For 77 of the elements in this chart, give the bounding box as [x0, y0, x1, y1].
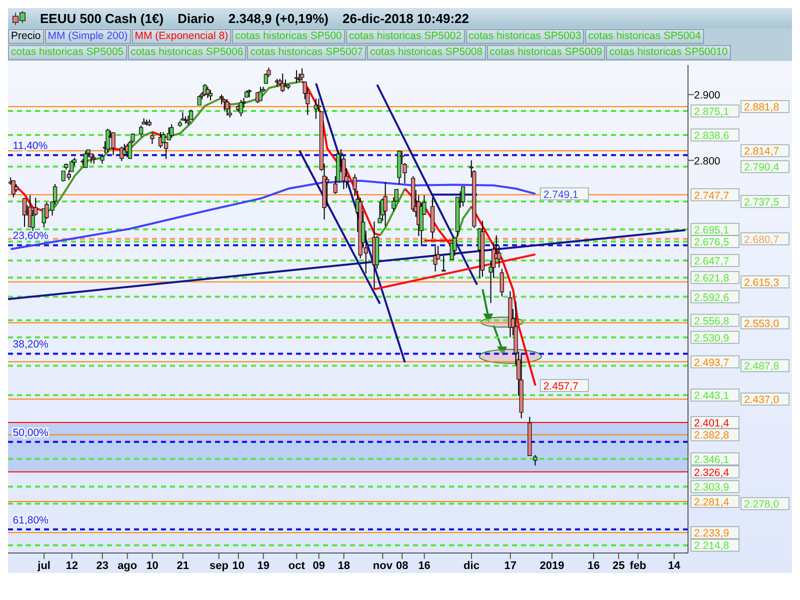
ref-line-label: 2.621,8 — [694, 272, 730, 285]
x-tick-label: 23 — [96, 560, 108, 572]
x-tick-label: jul — [36, 560, 51, 572]
ref-line-label: 2.881,8 — [744, 102, 780, 114]
text: cotas historicas SP5008 — [366, 45, 486, 60]
x-tick-label: 14 — [668, 560, 682, 572]
text: cotas historicas SP5009 — [486, 45, 606, 60]
text: 26-dic-2018 10:49:22 — [342, 10, 469, 26]
annotation: 38,20% — [12, 338, 48, 351]
ref-line-label: 2.326,4 — [694, 466, 730, 479]
x-tick-label: 10 — [146, 560, 158, 572]
ref-line-label: 2.814,7 — [744, 146, 780, 158]
data-label: 2.457,7 — [543, 380, 579, 392]
ref-line-label: 2.214,8 — [694, 540, 730, 552]
x-tick-label: dic — [464, 560, 480, 572]
annotation: 23,60% — [12, 230, 48, 242]
text: cotas historicas SP5005 — [8, 45, 127, 60]
ref-line-label: 2.737,5 — [744, 196, 780, 208]
x-tick-label: 10 — [232, 560, 244, 572]
legend-label: Precio — [8, 29, 44, 44]
ref-line-label: 2.592,6 — [694, 292, 730, 304]
x-tick-label: 09 — [312, 560, 325, 572]
text: MM (Simple 200) — [44, 29, 131, 44]
ref-line-label: 2.615,3 — [744, 276, 780, 289]
ref-line-label: 2.487,8 — [744, 360, 780, 373]
ref-line-label: 2.676,5 — [694, 236, 730, 249]
text: cotas historicas SP5004 — [585, 29, 704, 44]
text: cotas historicas SP50010 — [606, 45, 731, 60]
x-tick-label: feb — [630, 560, 647, 572]
x-tick-label: 17 — [504, 560, 516, 572]
x-tick-label: 21 — [176, 560, 189, 572]
annotation: 61,80% — [12, 514, 48, 526]
ref-line-label: 2.233,9 — [694, 528, 730, 540]
ref-line-label: 2.303,9 — [694, 482, 730, 494]
text: MM (Exponencial 8) — [132, 29, 232, 44]
ref-line-label: 2.838,6 — [694, 130, 730, 142]
x-tick-label: nov — [372, 560, 394, 572]
ref-line-label: 2.281,4 — [694, 496, 730, 508]
ref-line-label: 2.443,1 — [694, 390, 730, 402]
text: cotas historicas SP5006 — [128, 45, 246, 60]
x-tick-label: 16 — [588, 560, 600, 572]
ref-line-label: 2.553,0 — [744, 318, 780, 330]
x-tick-label: 19 — [257, 560, 270, 572]
x-tick-label: 25 — [612, 560, 625, 572]
ref-line-label: 2.437,0 — [744, 394, 780, 406]
text: 2.348,9 (+0,19%) — [228, 10, 329, 26]
ref-line-label: 2.680,7 — [744, 234, 780, 246]
text: cotas historicas SP500 — [232, 29, 345, 44]
ref-line-label: 2.401,4 — [694, 418, 730, 430]
ref-line-label: 2.346,1 — [694, 454, 730, 466]
text: cotas historicas SP5003 — [466, 29, 584, 44]
x-tick-label: 2019 — [540, 560, 564, 572]
ref-line-label: 2.493,7 — [694, 356, 730, 369]
x-tick-label: sep — [209, 560, 229, 572]
ref-line-label: 2.647,7 — [694, 256, 730, 268]
ref-line-label: 2.875,1 — [694, 106, 730, 118]
ref-line-label: 2.790,4 — [744, 162, 780, 174]
y-tick-label: 2.900 — [694, 90, 720, 102]
data-label: 2.749,1 — [543, 188, 579, 201]
annotation: 11,40% — [12, 140, 48, 152]
ref-line-label: 2.556,8 — [694, 315, 730, 328]
ref-line-label: 2.530,9 — [694, 332, 730, 344]
chart-title: EEUU 500 Cash (1€) — [40, 10, 164, 26]
x-tick-label: 16 — [418, 560, 430, 572]
text: cotas historicas SP5007 — [247, 45, 366, 60]
x-tick-label: 18 — [338, 560, 350, 572]
x-tick-label: oct — [288, 560, 306, 572]
ref-line-label: 2.382,8 — [694, 430, 730, 442]
chart-subtitle: Diario — [178, 10, 214, 26]
text: cotas historicas SP5002 — [346, 29, 465, 44]
ref-line-label: 2.747,7 — [694, 190, 730, 202]
x-tick-label: ago — [118, 560, 138, 572]
x-tick-label: 08 — [396, 560, 408, 572]
x-tick-label: 12 — [66, 560, 78, 572]
y-tick-label: 2.800 — [694, 155, 720, 168]
ref-line-label: 2.695,1 — [694, 224, 730, 236]
ref-line-label: 2.278,0 — [744, 498, 780, 511]
